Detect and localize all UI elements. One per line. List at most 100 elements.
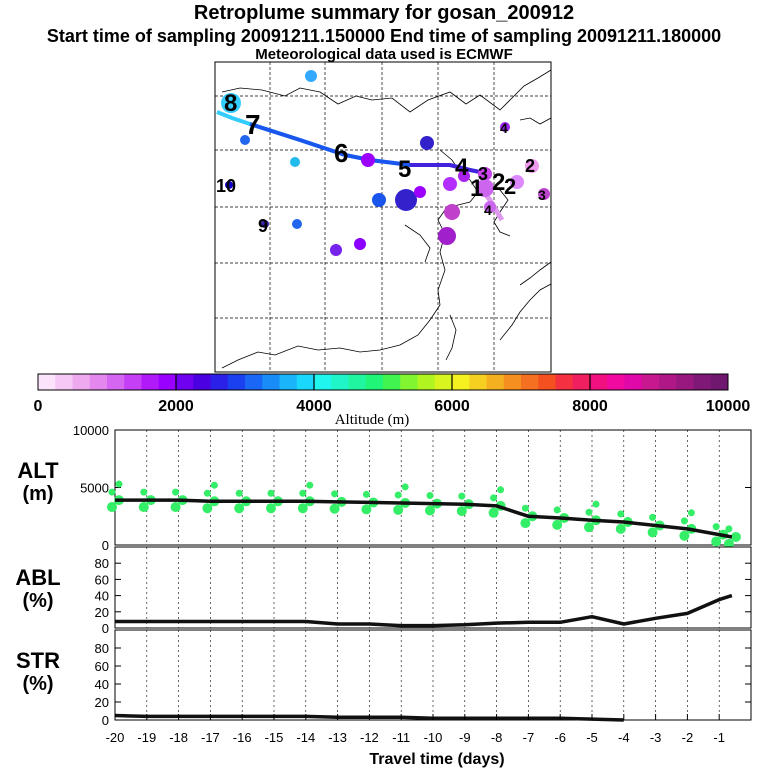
panel-unit-label: (%): [22, 673, 53, 695]
map-label: 9: [258, 216, 268, 236]
altitude-dot: [490, 494, 498, 502]
map-label: 2: [525, 156, 535, 176]
altitude-dot: [393, 504, 404, 515]
y-tick-label: 5000: [80, 481, 109, 496]
plume-cluster-circle: [330, 244, 342, 256]
panel-label: STR: [16, 648, 60, 673]
colorbar-swatch: [365, 374, 384, 390]
y-tick-label: 10000: [73, 423, 109, 438]
x-tick-label: -1: [713, 730, 725, 745]
altitude-dot: [458, 492, 466, 500]
colorbar-swatch: [124, 374, 142, 390]
colorbar-swatch: [400, 374, 418, 390]
x-tick-label: -17: [201, 730, 220, 745]
colorbar-swatch: [262, 374, 280, 390]
colorbar-swatch: [210, 374, 229, 390]
plume-cluster-circle: [510, 175, 524, 189]
x-tick-label: -16: [233, 730, 252, 745]
altitude-dot: [497, 486, 505, 494]
y-tick-label: 0: [102, 621, 109, 636]
altitude-dot: [553, 506, 561, 514]
altitude-dot: [592, 500, 600, 508]
map-label: 2: [492, 169, 505, 196]
x-tick-label: -12: [360, 730, 379, 745]
panel-str: 80 60 40 20 0 STR(%): [16, 629, 752, 728]
plume-cluster-circle: [478, 167, 492, 181]
colorbar-swatch: [659, 374, 677, 390]
panel-alt: 10000 5000 0 ALT(m): [17, 423, 752, 553]
altitude-dot: [584, 522, 594, 533]
colorbar-swatch: [227, 374, 246, 390]
colorbar-swatch: [55, 374, 73, 390]
colorbar-label: Altitude (m): [335, 412, 410, 428]
altitude-dot: [108, 488, 116, 496]
y-tick-label: 60: [95, 659, 109, 674]
altitude-dot: [267, 489, 275, 497]
coastline: [221, 69, 552, 369]
altitude-dot: [426, 492, 434, 500]
altitude-dot: [425, 505, 435, 516]
plume-cluster-circle: [290, 157, 300, 167]
map-label: 2: [504, 174, 516, 199]
colorbar-swatch: [72, 374, 91, 390]
altitude-dot: [329, 503, 340, 514]
plume-cluster-circle: [305, 70, 317, 82]
colorbar-ticks: 0 2000 4000 6000 8000 10000: [34, 374, 750, 415]
y-tick-label: 20: [95, 695, 109, 710]
x-tick-label: -10: [424, 730, 443, 745]
map-label: 4: [484, 202, 492, 218]
plume-cluster-circle: [240, 135, 250, 145]
plume-cluster-circle: [354, 238, 366, 250]
plume-cluster-circle: [361, 153, 375, 167]
altitude-dot: [138, 502, 149, 513]
colorbar-swatch: [245, 374, 263, 390]
colorbar-swatch: [590, 374, 608, 390]
time-series-panels: 1000050000ALT(m)806040200ABL(%)806040200…: [15, 423, 752, 745]
meteo-source: Meteorological data used is ECMWF: [255, 46, 513, 63]
plume-cluster-circle: [438, 227, 456, 245]
altitude-dot: [202, 503, 213, 514]
altitude-dot: [361, 504, 372, 515]
map-label: 4: [455, 154, 469, 181]
colorbar-swatch: [296, 374, 315, 390]
colorbar-swatch: [434, 374, 453, 390]
colorbar-swatch: [538, 374, 556, 390]
panel-label: ABL: [15, 565, 60, 590]
colorbar-swatch: [383, 374, 401, 390]
colorbar-swatch: [521, 374, 539, 390]
colorbar-frame: [37, 373, 729, 391]
map-label: 3: [538, 187, 546, 203]
chart-title: Retroplume summary for gosan_200912: [193, 2, 575, 24]
colorbar-swatch: [607, 374, 625, 390]
plume-cluster-circle: [420, 136, 434, 150]
altitude-dot: [203, 489, 211, 497]
x-tick-label: -4: [618, 730, 630, 745]
y-tick-label: 20: [95, 605, 109, 620]
altitude-dot: [585, 508, 593, 516]
colorbar-swatch: [158, 374, 177, 390]
altitude-dot: [170, 502, 181, 513]
colorbar-swatch: [314, 374, 332, 390]
colorbar-swatch: [417, 374, 436, 390]
colorbar-swatch: [279, 374, 298, 390]
plume-cluster-circle: [476, 179, 494, 197]
altitude-dot: [615, 523, 626, 534]
x-tick-label: -2: [682, 730, 694, 745]
panel-unit-label: (m): [22, 483, 53, 505]
x-tick-label: -13: [328, 730, 347, 745]
altitude-dot: [297, 503, 308, 514]
colorbar-swatch: [38, 374, 56, 390]
y-tick-label: 0: [102, 538, 109, 553]
colorbar-swatch: [624, 374, 643, 390]
altitude-dot: [266, 503, 276, 514]
altitude-dot: [647, 527, 658, 538]
x-tick-label: -18: [169, 730, 188, 745]
colorbar-swatch: [89, 374, 108, 390]
plume-cluster-circle: [500, 122, 510, 132]
altitude-dot: [172, 488, 180, 496]
altitude-dot: [725, 525, 733, 533]
plume-cluster-circle: [443, 177, 457, 191]
altitude-dot: [401, 483, 409, 491]
y-tick-label: 40: [95, 677, 109, 692]
colorbar-swatch: [641, 374, 660, 390]
